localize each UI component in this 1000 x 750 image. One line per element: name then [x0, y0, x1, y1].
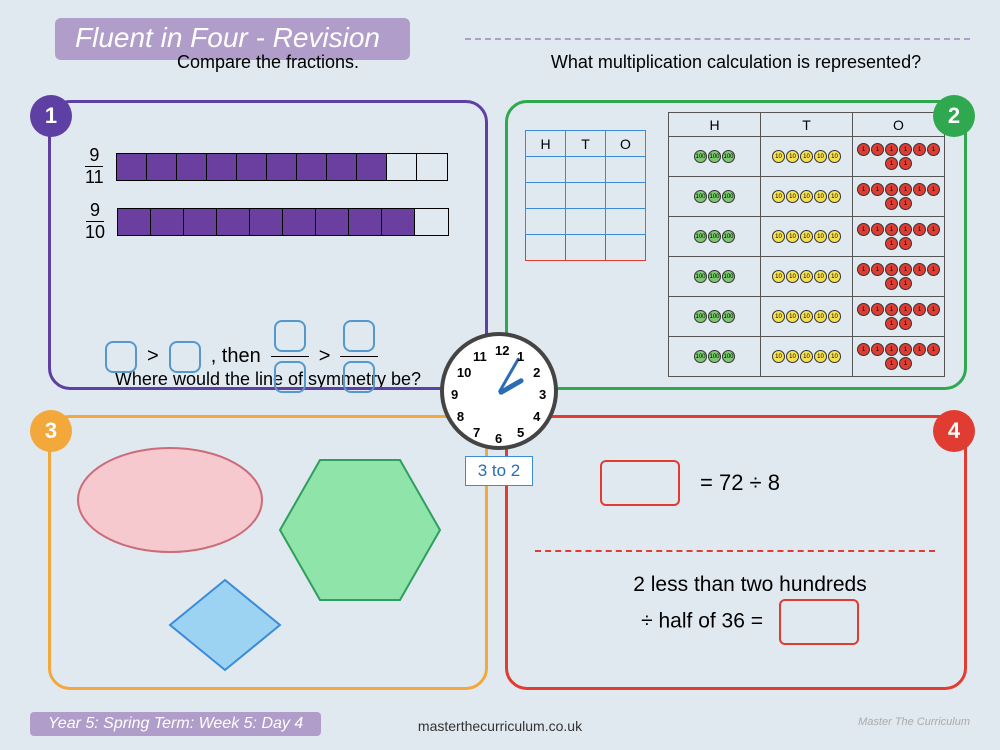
col-t: T	[761, 113, 853, 137]
footer-logo: Master The Curriculum	[858, 716, 970, 728]
panel1-prompt: Compare the fractions.	[48, 52, 488, 73]
fraction-1-den: 11	[85, 167, 104, 188]
equation-2: 2 less than two hundreds ÷ half of 36 =	[560, 570, 940, 645]
hto-blank-grid[interactable]: HTO	[525, 130, 646, 261]
answer-box[interactable]	[600, 460, 680, 506]
footer-url: masterthecurriculum.co.uk	[0, 718, 1000, 734]
fraction-blank[interactable]	[271, 320, 309, 393]
col-o: O	[853, 113, 945, 137]
shapes-area	[70, 440, 470, 670]
hexagon-shape[interactable]	[280, 460, 440, 600]
fraction-1-num: 9	[85, 145, 103, 167]
gt-symbol: >	[147, 345, 159, 368]
fraction-1: 9 11	[85, 145, 104, 188]
eq2-line1: 2 less than two hundreds	[560, 570, 940, 599]
compare-row: > , then >	[105, 320, 378, 393]
title-dashed-rule	[465, 38, 970, 40]
ellipse-shape[interactable]	[78, 448, 262, 552]
answer-box[interactable]	[105, 341, 137, 373]
fraction-2: 9 10	[85, 200, 105, 243]
fraction-blank[interactable]	[340, 320, 378, 393]
eq2-line2: ÷ half of 36 =	[560, 599, 940, 645]
panel2-prompt: What multiplication calculation is repre…	[505, 52, 967, 73]
answer-box[interactable]	[169, 341, 201, 373]
clock-face: 121234567891011	[440, 332, 558, 450]
fraction-2-den: 10	[85, 222, 105, 243]
badge-2: 2	[933, 95, 975, 137]
badge-3: 3	[30, 410, 72, 452]
diamond-shape[interactable]	[170, 580, 280, 670]
eq2-line2-text: ÷ half of 36 =	[641, 610, 763, 633]
fraction-2-num: 9	[86, 200, 104, 222]
shapes-svg	[70, 440, 470, 680]
answer-box[interactable]	[779, 599, 859, 645]
hto-counter-grid: HTO 100100100101010101011111111100100100…	[668, 112, 945, 377]
badge-4: 4	[933, 410, 975, 452]
panel4-divider	[535, 550, 935, 552]
clock: 121234567891011 3 to 2	[440, 332, 558, 486]
fraction-bar-1	[116, 153, 448, 181]
equation-1: = 72 ÷ 8	[600, 460, 780, 506]
clock-label: 3 to 2	[465, 456, 534, 486]
compare-text: , then	[211, 345, 261, 368]
fraction-row-1: 9 11	[85, 145, 448, 188]
col-h: H	[669, 113, 761, 137]
eq1-text: = 72 ÷ 8	[700, 470, 780, 496]
gt-symbol: >	[319, 345, 331, 368]
col-o: O	[606, 131, 646, 157]
col-h: H	[526, 131, 566, 157]
fraction-row-2: 9 10	[85, 200, 449, 243]
panel-4	[505, 415, 967, 690]
col-t: T	[566, 131, 606, 157]
badge-1: 1	[30, 95, 72, 137]
fraction-bar-2	[117, 208, 449, 236]
